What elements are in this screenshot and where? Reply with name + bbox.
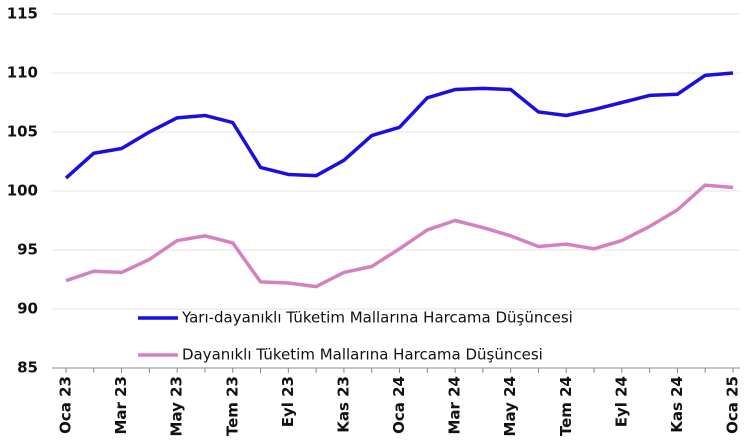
y-tick-label: 85 (17, 359, 38, 377)
x-tick-label: Tem 24 (557, 376, 575, 436)
x-tick-label: Eyl 24 (612, 376, 630, 427)
x-tick-label: Eyl 23 (279, 376, 297, 427)
x-tick-label: Mar 24 (446, 376, 464, 435)
x-tick-label: Mar 23 (112, 376, 130, 435)
x-tick-label: May 23 (168, 376, 186, 436)
y-tick-label: 110 (7, 64, 38, 82)
x-tick-label: Oca 25 (724, 376, 742, 434)
x-tick-label: Oca 23 (57, 376, 75, 434)
y-tick-label: 90 (17, 300, 38, 318)
legend-label: Dayanıklı Tüketim Mallarına Harcama Düşü… (182, 346, 543, 364)
y-tick-label: 105 (7, 123, 38, 141)
x-tick-label: Kas 23 (334, 376, 352, 433)
y-tick-label: 100 (7, 182, 38, 200)
legend-label: Yarı-dayanıklı Tüketim Mallarına Harcama… (181, 309, 573, 327)
x-tick-label: Tem 23 (223, 376, 241, 436)
x-tick-label: Kas 24 (668, 376, 686, 433)
x-tick-label: May 24 (501, 376, 519, 436)
series-line (65, 183, 734, 289)
y-tick-label: 95 (17, 241, 38, 259)
series-line (64, 71, 734, 180)
y-tick-label: 115 (7, 5, 38, 23)
x-tick-label: Oca 24 (390, 376, 408, 434)
